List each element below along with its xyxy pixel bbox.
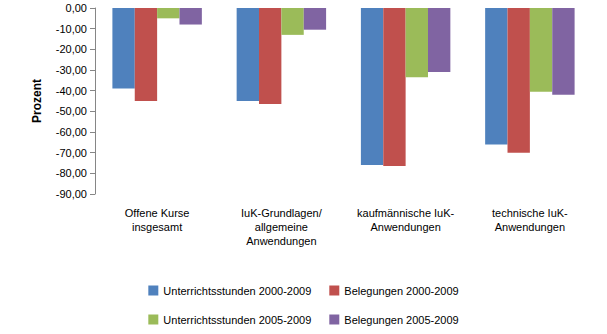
svg-text:0,00: 0,00 bbox=[66, 2, 87, 14]
svg-text:Anwendungen: Anwendungen bbox=[246, 235, 316, 247]
svg-text:allgemeine: allgemeine bbox=[255, 221, 308, 233]
svg-text:IuK-Grundlagen/: IuK-Grundlagen/ bbox=[241, 207, 323, 219]
svg-text:Prozent: Prozent bbox=[30, 79, 44, 123]
svg-text:Offene Kurse: Offene Kurse bbox=[125, 207, 190, 219]
svg-text:-50,00: -50,00 bbox=[56, 105, 87, 117]
svg-text:Unterrichtsstunden 2000-2009: Unterrichtsstunden 2000-2009 bbox=[163, 285, 311, 297]
svg-text:kaufmännische IuK-: kaufmännische IuK- bbox=[357, 207, 455, 219]
svg-text:Belegungen 2000-2009: Belegungen 2000-2009 bbox=[344, 285, 458, 297]
svg-text:Belegungen 2005-2009: Belegungen 2005-2009 bbox=[344, 314, 458, 326]
svg-text:-20,00: -20,00 bbox=[56, 43, 87, 55]
svg-text:-80,00: -80,00 bbox=[56, 167, 87, 179]
svg-text:insgesamt: insgesamt bbox=[132, 221, 182, 233]
svg-text:Anwendungen: Anwendungen bbox=[370, 221, 440, 233]
svg-text:-30,00: -30,00 bbox=[56, 64, 87, 76]
svg-text:Anwendungen: Anwendungen bbox=[495, 221, 565, 233]
svg-text:-70,00: -70,00 bbox=[56, 147, 87, 159]
svg-text:-10,00: -10,00 bbox=[56, 23, 87, 35]
svg-text:-40,00: -40,00 bbox=[56, 85, 87, 97]
svg-text:-60,00: -60,00 bbox=[56, 126, 87, 138]
svg-text:technische IuK-: technische IuK- bbox=[492, 207, 568, 219]
svg-text:-90,00: -90,00 bbox=[56, 188, 87, 200]
svg-text:Unterrichtsstunden 2005-2009: Unterrichtsstunden 2005-2009 bbox=[163, 314, 311, 326]
